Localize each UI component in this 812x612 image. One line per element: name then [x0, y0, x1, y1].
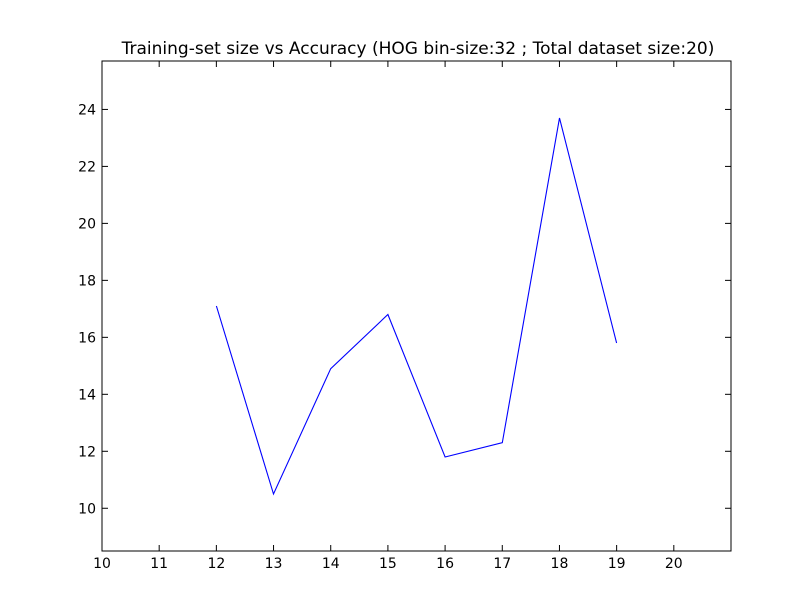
plot-frame: [101, 60, 732, 552]
series-layer: [215, 117, 618, 496]
x-tick-label: 12: [207, 556, 225, 572]
y-tick-label: 12: [78, 444, 96, 460]
x-tick-label: 16: [436, 556, 454, 572]
x-tick-label: 15: [379, 556, 397, 572]
x-tick-label: 19: [608, 556, 626, 572]
x-tick-label: 10: [93, 556, 111, 572]
y-tick-label: 10: [78, 501, 96, 517]
x-tick-label: 18: [551, 556, 569, 572]
x-tick-label: 20: [665, 556, 683, 572]
chart-title: Training-set size vs Accuracy (HOG bin-s…: [121, 39, 715, 59]
series-line: [215, 117, 618, 496]
x-tick-label: 14: [322, 556, 340, 572]
y-tick-label: 18: [78, 273, 96, 289]
y-tick-label: 14: [78, 387, 96, 403]
x-tick-label: 13: [265, 556, 283, 572]
y-tick-label: 22: [78, 159, 96, 175]
axis-ticks: 10 11 12 13 14 15 16 17 18 19 20 10 12 14 16 18 20 22 24: [78, 61, 731, 572]
y-tick-label: 24: [78, 102, 96, 118]
x-tick-label: 11: [150, 556, 168, 572]
y-tick-label: 16: [78, 330, 96, 346]
y-tick-label: 20: [78, 216, 96, 232]
x-tick-label: 17: [493, 556, 511, 572]
